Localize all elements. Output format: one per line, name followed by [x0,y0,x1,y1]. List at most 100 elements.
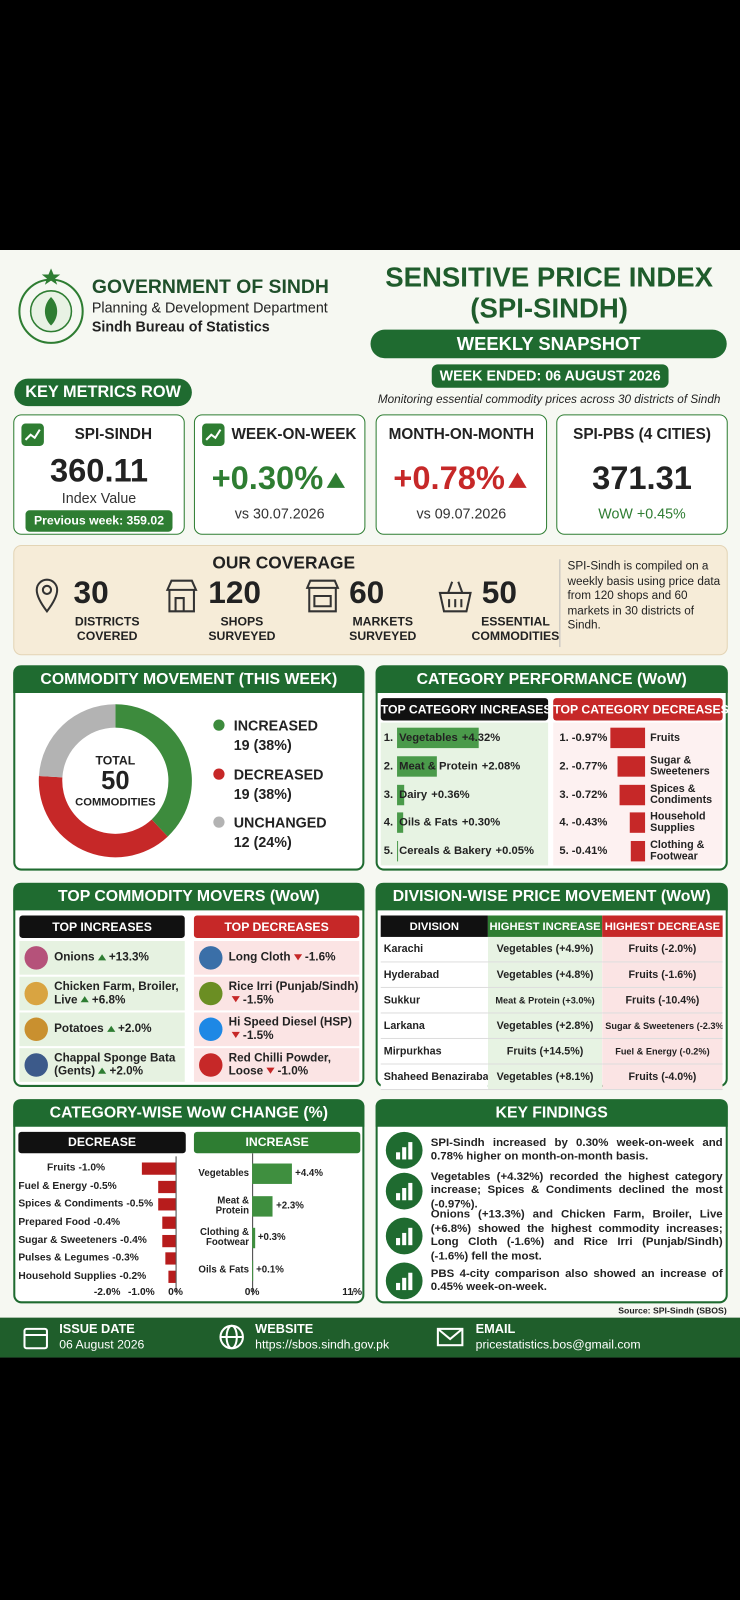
arrow-icon [293,954,302,961]
finding-text: Vegetables (+4.32%) recorded the highest… [430,1170,723,1211]
bar [141,1162,176,1175]
icon-glyph [408,1227,413,1246]
icon-glyph [402,1188,407,1201]
mover-change: -1.0% [277,1065,309,1078]
envelope-flap [437,1328,464,1341]
donut-slice [115,704,192,837]
mover-name: Potatoes [54,1022,104,1035]
division-cell: Mirpurkhas [380,1038,488,1065]
legend-value: 12 (24%) [233,833,292,851]
donut-center: TOTAL [95,753,136,768]
bar-value: +0.3% [257,1231,286,1244]
bar-value: +2.3% [276,1200,304,1212]
mover-name: Red Chilli Powder, Loose [228,1051,332,1078]
mover-icon [199,981,223,1006]
increase-heading: TOP INCREASES [19,915,185,938]
rank: 3. [559,788,569,802]
category-name: Pulses & Legumes [18,1252,110,1264]
donut-center: COMMODITIES [75,796,156,809]
tick-mark [175,1289,177,1294]
increase-heading: TOP CATEGORY INCREASES [380,698,552,721]
calendar [23,1327,48,1350]
finding-text: PBS 4-city comparison also showed an inc… [430,1267,723,1294]
coverage-box [13,544,728,656]
x-tick-label: 0% [168,1287,183,1299]
category-change: +4.32% [461,731,501,745]
bar-value: -0.4% [93,1216,121,1228]
mover-icon [24,946,48,970]
legend-value: 19 (38%) [233,785,292,803]
rank: 5. [559,845,569,858]
rank: 3. [383,788,394,802]
division-cell: Vegetables (+4.8%) [487,961,603,988]
donut-slice [38,775,168,858]
bar-value: +0.1% [256,1264,284,1276]
bar-label: Household Supplies -0.2% [18,1269,146,1285]
category-text: Oils & Fats +0.30% [399,813,547,831]
card-value: +0.30% [194,457,365,498]
bar [252,1163,293,1184]
shop [165,579,198,613]
bar-label: Prepared Food -0.4% [18,1215,120,1231]
panel-title: CATEGORY-WISE WoW CHANGE (%) [13,1099,365,1127]
coverage-icon [305,579,340,613]
card-sub: WoW +0.45% [598,505,686,522]
division-row: Larkana Vegetables (+2.8%) Sugar & Sweeten… [380,1012,723,1039]
mover-icon [24,1053,48,1077]
mover-line: Long Cloth -1.6% [229,951,336,964]
category-name: Meat & Protein [399,760,478,773]
basket [438,581,472,613]
icon-line [24,429,41,441]
legend-dot [213,768,225,780]
mover-change: -1.5% [242,1029,274,1042]
category-name: Household Supplies [18,1270,117,1282]
arrow-icon [97,954,106,961]
mover-text: Rice Irri (Punjab/Sindh)-1.5% [229,977,360,1011]
title: SENSITIVE PRICE INDEX [385,262,713,293]
division-cell: Shaheed Benazirabad [380,1064,488,1091]
card-value: 360.11 [49,452,149,489]
metric-icon [21,423,44,446]
footer-value: 06 August 2026 [59,1337,145,1352]
x-tick-label: 0% [244,1287,260,1299]
bar-value: +4.4% [295,1167,323,1179]
column-header: DIVISION [380,915,488,937]
icon-glyph [402,1232,407,1246]
bar-value: -0.5% [90,1180,117,1193]
bar-label: Sugar & Sweeteners -0.4% [18,1233,146,1249]
division-row: Shaheed Benazirabad Vegetables (+8.1%) Fru… [380,1064,723,1091]
mover-name: Chicken Farm, Broiler, Live [54,980,179,1006]
category-name: Dairy [399,788,428,802]
snapshot-banner: WEEKLY SNAPSHOT [370,329,727,359]
icon-glyph [402,1147,407,1160]
legend-dot [213,816,225,828]
division-row: Sukkur Meat & Protein (+3.0%) Fruits (-10.… [380,987,723,1014]
rank: 1. [383,731,394,745]
coverage-label: ESSENTIAL COMMODITIES [471,614,560,643]
category-bar [617,756,646,777]
category-name: Household Supplies [650,810,706,834]
x-tick-label: -2.0% [93,1287,121,1299]
mover-change: +2.0% [117,1022,152,1035]
bar [161,1234,176,1248]
icon-bg [202,423,225,446]
bar [158,1198,176,1211]
mover-name: Chappal Sponge Bata (Gents) [54,1051,176,1078]
bar-label: Fuel & Energy -0.5% [18,1179,116,1195]
decrease-heading: TOP CATEGORY DECREASES [553,698,729,721]
department: Planning & Development Department [91,298,328,316]
source: Source: SPI-Sindh (SBOS) [618,1305,727,1316]
category-change: +0.36% [431,788,470,802]
footer-label: WEBSITE [255,1321,314,1337]
x-tick-label: -1.0% [128,1287,155,1299]
category-name: Sugar & Sweeteners [18,1234,118,1247]
category-change: -0.43% [571,816,608,829]
division-cell: Fruits (-4.0%) [602,1064,723,1091]
card-value: +0.78% [376,457,547,498]
market [305,579,340,613]
finding-text: SPI-Sindh increased by 0.30% week-on-wee… [430,1136,723,1163]
division-cell: Meat & Protein (+3.0%) [487,987,603,1014]
logo-star [41,268,61,285]
legend-value: 19 (38%) [233,736,292,754]
